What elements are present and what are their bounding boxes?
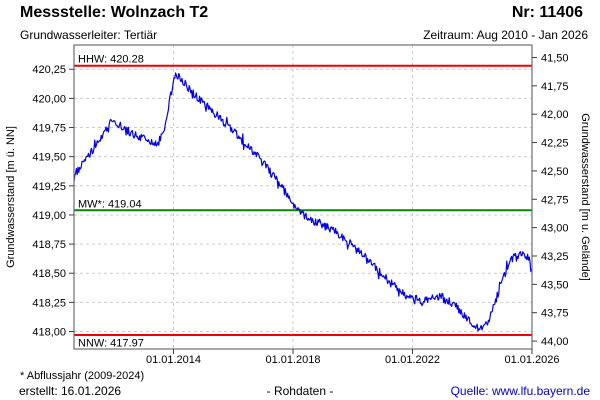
right-tick-label: 42,75 <box>541 194 569 206</box>
right-tick-label: 43,75 <box>541 308 569 320</box>
mw-label: MW*: 419.04 <box>78 198 142 210</box>
left-tick-label: 418,25 <box>32 297 66 309</box>
right-tick-label: 43,00 <box>541 223 569 235</box>
aquifer-label: Grundwasserleiter: Tertiär <box>20 28 158 42</box>
station-number: Nr: 11406 <box>511 4 583 21</box>
right-tick-label: 42,50 <box>541 166 569 178</box>
raw-data-label: - Rohdaten - <box>266 384 334 398</box>
created-date-label: erstellt: 16.01.2026 <box>19 384 122 398</box>
x-tick-label: 01.01.2022 <box>385 354 440 366</box>
left-tick-label: 418,50 <box>32 268 66 280</box>
right-tick-label: 44,00 <box>541 336 569 348</box>
right-tick-label: 41,50 <box>541 52 569 64</box>
left-tick-label: 418,00 <box>32 327 66 339</box>
x-tick-label: 01.01.2014 <box>146 354 201 366</box>
source-link[interactable]: Quelle: www.lfu.bayern.de <box>450 384 590 398</box>
groundwater-chart: HHW: 420.28 MW*: 419.04 NNW: 417.97 420,25 4… <box>5 44 591 366</box>
left-tick-label: 419,25 <box>32 181 66 193</box>
groundwater-level-line <box>74 72 532 332</box>
right-axis-title: Grundwasserstand [m u. Gelände] <box>579 113 591 281</box>
left-tick-label: 420,00 <box>32 93 66 105</box>
abflussjahr-footnote: * Abflussjahr (2009-2024) <box>20 370 145 382</box>
left-tick-label: 419,00 <box>32 210 66 222</box>
right-tick-label: 42,25 <box>541 138 569 150</box>
left-axis-title: Grundwasserstand [m ü. NN] <box>5 126 17 268</box>
right-tick-label: 43,25 <box>541 251 569 263</box>
left-tick-label: 420,25 <box>32 64 66 76</box>
right-tick-label: 42,00 <box>541 109 569 121</box>
x-tick-label: 01.01.2026 <box>504 354 559 366</box>
nnw-label: NNW: 417.97 <box>78 338 144 350</box>
plot-border <box>73 44 533 350</box>
left-tick-label: 419,75 <box>32 123 66 135</box>
page-title: Messstelle: Wolnzach T2 <box>20 4 209 21</box>
right-tick-label: 43,50 <box>541 279 569 291</box>
x-tick-label: 01.01.2018 <box>265 354 320 366</box>
left-tick-label: 419,50 <box>32 152 66 164</box>
left-tick-label: 418,75 <box>32 239 66 251</box>
hhw-label: HHW: 420.28 <box>78 54 144 66</box>
right-tick-label: 41,75 <box>541 81 569 93</box>
period-label: Zeitraum: Aug 2010 - Jan 2026 <box>423 28 588 42</box>
